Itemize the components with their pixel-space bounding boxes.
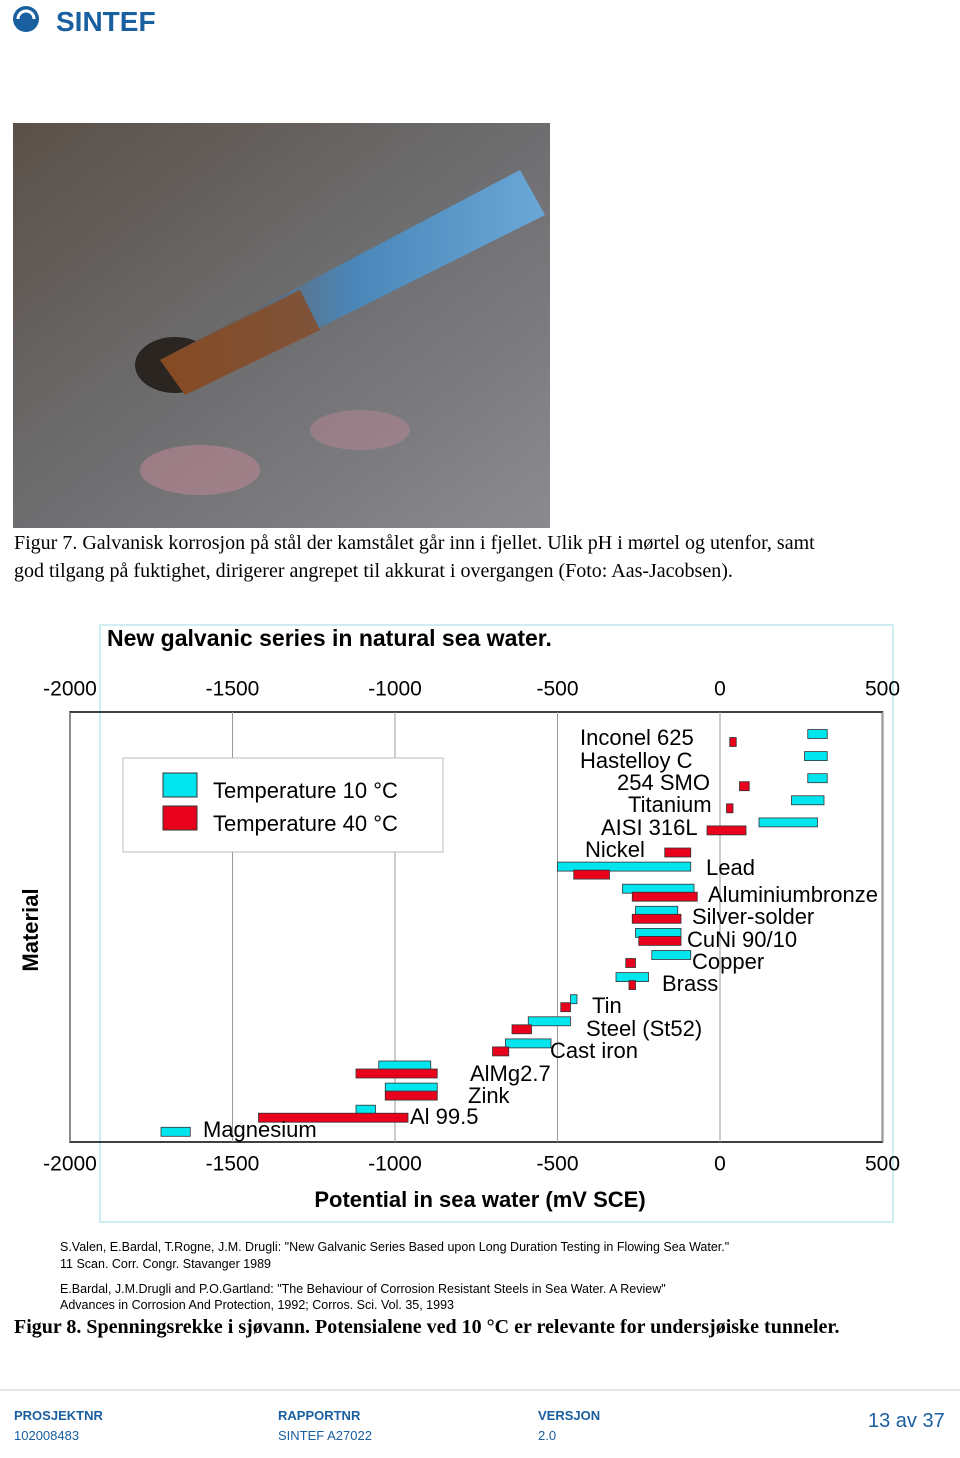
footer-label: VERSJON: [538, 1408, 601, 1423]
reference: E.Bardal, J.M.Drugli and P.O.Gartland: "…: [60, 1282, 666, 1296]
range-bar: [492, 1046, 510, 1057]
category-label: Silver-solder: [692, 904, 814, 929]
chart-frame: [99, 624, 894, 1223]
x-tick-label: 0: [714, 678, 726, 701]
category-label: CuNi 90/10: [687, 927, 797, 952]
x-tick-label: 500: [865, 1153, 900, 1176]
x-tick-label: -1500: [206, 1153, 260, 1176]
legend-swatch: [162, 772, 198, 798]
x-axis-label: Potential in sea water (mV SCE): [314, 1187, 645, 1212]
range-bar: [706, 825, 747, 836]
category-label: Titanium: [628, 792, 712, 817]
reference: Advances in Corrosion And Protection, 19…: [60, 1298, 454, 1312]
footer-label: PROSJEKTNR: [14, 1408, 103, 1423]
range-bar: [573, 869, 610, 880]
range-bar: [570, 994, 578, 1005]
range-bar: [511, 1024, 532, 1035]
figure-caption: Figur 8. Spenningsrekke i sjøvann. Poten…: [14, 1316, 840, 1338]
range-bar: [791, 795, 825, 806]
range-bar: [739, 781, 750, 792]
category-label: Hastelloy C: [580, 748, 693, 773]
range-bar: [527, 1016, 571, 1027]
range-bar: [807, 729, 828, 739]
category-label: Lead: [706, 855, 755, 880]
range-bar: [505, 1038, 552, 1049]
range-bar: [758, 817, 818, 828]
logo-mark: [13, 6, 39, 32]
footer-label: RAPPORTNR: [278, 1408, 361, 1423]
x-tick-label: -1500: [206, 678, 260, 701]
legend-label: Temperature 10 °C: [213, 778, 398, 803]
range-bar: [560, 1002, 571, 1013]
x-tick-label: -1000: [368, 678, 422, 701]
figure-caption: Figur 7. Galvanisk korrosjon på stål der…: [14, 532, 815, 554]
range-bar: [664, 847, 692, 858]
chart: New galvanic series in natural sea water…: [18, 625, 900, 1212]
category-label: Cast iron: [550, 1038, 638, 1063]
category-label: 254 SMO: [617, 770, 710, 795]
category-label: Copper: [692, 949, 764, 974]
photo: [13, 123, 550, 528]
range-bar: [628, 980, 636, 990]
logo-text: SINTEF: [56, 6, 156, 37]
x-tick-label: -500: [536, 678, 578, 701]
range-bar: [729, 737, 737, 747]
legend-swatch: [162, 805, 198, 831]
category-label: Aluminiumbronze: [708, 882, 878, 907]
range-bar: [355, 1068, 438, 1079]
range-bar: [631, 913, 682, 924]
chart-title: New galvanic series in natural sea water…: [107, 625, 552, 651]
legend-box: [122, 757, 444, 853]
figure-caption: god tilgang på fuktighet, dirigerer angr…: [14, 560, 733, 582]
category-label: Al 99.5: [410, 1104, 479, 1129]
page-number: 13 av 37: [868, 1410, 945, 1432]
legend-label: Temperature 40 °C: [213, 811, 398, 836]
category-label: Tin: [592, 993, 622, 1018]
category-label: AlMg2.7: [470, 1061, 551, 1086]
y-axis-label: Material: [18, 888, 43, 971]
category-label: Nickel: [585, 837, 645, 862]
category-label: Inconel 625: [580, 725, 694, 750]
footer-value: 2.0: [538, 1428, 557, 1443]
x-tick-label: 500: [865, 678, 900, 701]
x-tick-label: -2000: [43, 1153, 97, 1176]
category-label: Zink: [468, 1083, 511, 1108]
footer-value: 102008483: [14, 1428, 80, 1443]
category-label: Steel (St52): [586, 1016, 702, 1041]
footer-value: SINTEF A27022: [278, 1428, 372, 1443]
x-tick-label: -1000: [368, 1153, 422, 1176]
range-bar: [651, 950, 692, 960]
reference: S.Valen, E.Bardal, T.Rogne, J.M. Drugli:…: [60, 1240, 730, 1254]
range-bar: [384, 1090, 438, 1101]
range-bar: [631, 891, 698, 902]
x-tick-label: -500: [536, 1153, 578, 1176]
range-bar: [160, 1126, 191, 1137]
range-bar: [807, 773, 828, 784]
category-label: Brass: [662, 971, 718, 996]
x-tick-label: -2000: [43, 678, 97, 701]
range-bar: [557, 861, 692, 872]
category-label: Magnesium: [203, 1117, 317, 1142]
category-label: AISI 316L: [601, 815, 698, 840]
range-bar: [726, 803, 734, 814]
range-bar: [804, 751, 828, 761]
range-bar: [625, 958, 636, 968]
range-bar: [258, 1112, 409, 1123]
range-bar: [638, 936, 682, 946]
reference: 11 Scan. Corr. Congr. Stavanger 1989: [60, 1257, 272, 1271]
x-tick-label: 0: [714, 1153, 726, 1176]
